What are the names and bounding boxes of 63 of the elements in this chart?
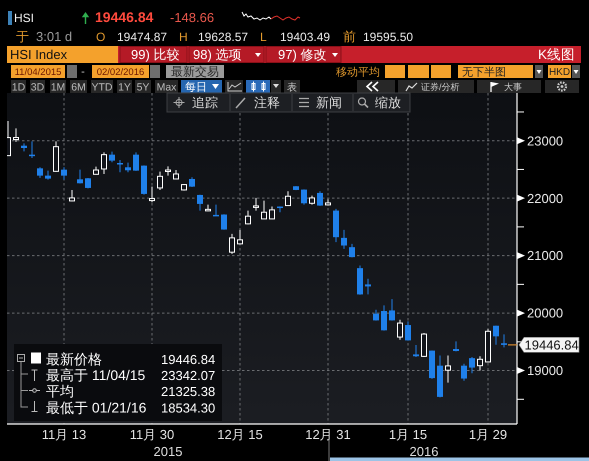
text: - [81,66,86,78]
text: 无下半图 [462,66,506,78]
annotation: 注释 [254,95,280,110]
text: 3:01 d [36,29,72,44]
annotation: 缩放 [375,95,401,110]
chart-title: HSI [14,11,34,25]
annotation: 18534.30 [161,400,216,416]
annotation: 5Y [136,82,150,94]
text: H [179,30,188,44]
text: HKD [548,67,570,78]
text: 97) 修改 [278,47,326,62]
text: 证券/分析 [421,82,460,92]
text: 大事 [504,82,522,92]
annotation: 平均 [46,383,74,399]
annotation: 19446.84 [161,352,216,367]
text: 于 [16,29,29,44]
y-tick-label: 19000 [527,363,564,378]
x-tick-label: 1月 15 [388,427,428,442]
y-tick-label: 21000 [527,248,564,264]
annotation: 3D [30,82,45,94]
text: 19628.57 [198,30,248,44]
text: O [96,30,106,44]
text: 19446.84 [95,9,154,25]
text: -148.66 [170,10,214,25]
annotation: 最新价格 [46,351,102,367]
text: 最新交易 [171,64,219,78]
text: 2015 [154,444,182,459]
x-tick-label: 12月 31 [305,427,351,442]
text: L [260,30,267,44]
text: 2016 [410,444,438,459]
annotation: Max [156,82,178,94]
annotation: 1Y [118,82,131,94]
text: HSI Index [10,47,68,62]
text: 11/04/2015 [14,67,62,78]
y-tick-label: 22000 [527,190,564,206]
annotation: 1M [50,82,66,94]
annotation: 表 [287,82,297,94]
x-tick-label: 12月 15 [217,427,263,442]
annotation: YTD [92,82,113,94]
text: 19595.50 [363,30,414,44]
x-tick-label: 11月 30 [130,427,174,442]
text: 移动平均 [336,66,380,78]
annotation: 23342.07 [161,368,216,383]
annotation: 21325.38 [161,384,216,399]
annotation: 新闻 [316,95,342,110]
text: 98) 选项 [193,47,242,62]
annotation: 每日 [185,82,207,94]
x-tick-label: 1月 29 [468,427,508,442]
text: 02/02/2016 [96,67,144,78]
annotation: 追踪 [192,95,218,110]
text: 19403.49 [280,30,330,44]
text: 99) 比较 [131,47,180,62]
text: 19474.87 [117,30,168,44]
y-tick-label: 20000 [527,306,564,321]
annotation: 1D [12,82,26,94]
y-tick-label: 23000 [527,133,564,148]
text: 前 [343,29,356,44]
annotation: 最低于 01/21/16 [46,400,147,416]
x-tick-label: 11月 13 [42,427,86,442]
annotation: 6M [71,82,86,94]
text: K线图 [538,47,575,62]
annotation: 最高于 11/04/15 [46,367,146,383]
text: 19446.84 [524,337,579,352]
